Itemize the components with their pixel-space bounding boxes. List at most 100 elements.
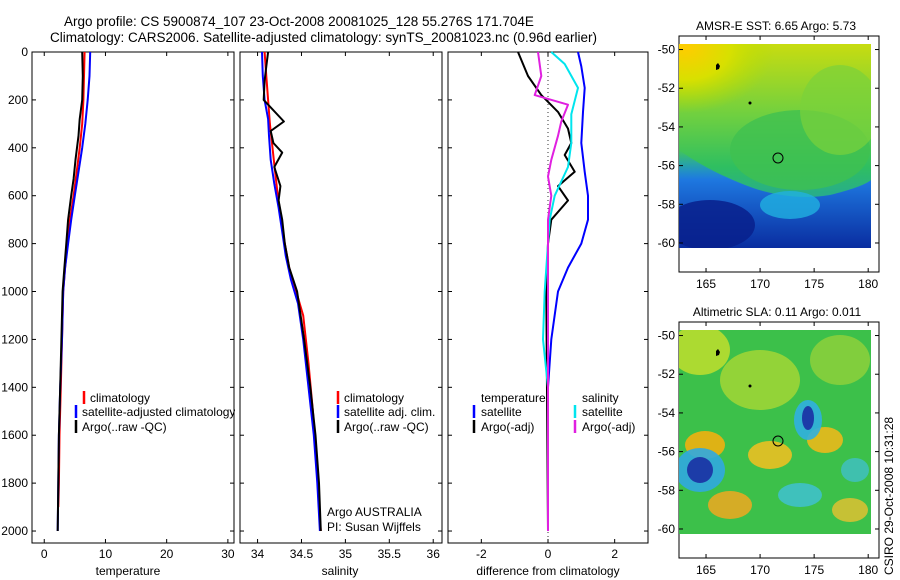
sla-orange-blob — [708, 491, 752, 519]
sla-orange-blob — [832, 498, 868, 522]
depth-tick-label: 1600 — [1, 428, 28, 442]
coast-island — [716, 349, 720, 356]
sst-warm-patch — [679, 44, 790, 135]
difference-series-salinity-argo-adj — [533, 51, 569, 531]
salinity-x-tick-label: 34 — [251, 547, 265, 561]
difference-axis-label: difference from climatology — [476, 564, 619, 578]
sla-map-lat-label: -60 — [658, 522, 676, 536]
legend-label-satellite: satellite-adjusted climatology — [82, 405, 235, 419]
sst-cold-cyan — [760, 191, 820, 219]
temperature-axis-label: temperature — [96, 564, 161, 578]
sla-map-lat-label: -50 — [658, 329, 676, 343]
difference-x-tick-label: 2 — [611, 547, 618, 561]
temperature-legend: climatology satellite-adjusted climatolo… — [74, 391, 235, 434]
temperature-series-argo-raw-qc — [56, 51, 84, 532]
sla-map-lat-label: -52 — [658, 367, 676, 381]
sst-map-lat-label: -54 — [658, 120, 676, 134]
salinity-series-argo-raw-qc — [262, 51, 322, 532]
legend-label-sal-argo: Argo(-adj) — [582, 420, 635, 434]
sst-map-lon-label: 165 — [696, 277, 716, 291]
depth-tick-label: 2000 — [1, 524, 28, 538]
sla-yellow-blob — [679, 330, 730, 375]
legend-label-temp-satellite: satellite — [481, 405, 522, 419]
sla-cyan-blob — [778, 483, 822, 507]
difference-x-tick-label: 0 — [545, 547, 552, 561]
sst-map-lon-label: 180 — [858, 277, 878, 291]
salinity-panel: 34 34.5 35 35.5 36 — [240, 51, 442, 561]
figure-title-line2: Climatology: CARS2006. Satellite-adjuste… — [50, 30, 598, 45]
salinity-x-tick-label: 35.5 — [378, 547, 402, 561]
sst-map-lat-label: -50 — [658, 43, 676, 57]
difference-series-salinity-satellite — [542, 51, 579, 531]
legend-label-argo: Argo(..raw -QC) — [82, 420, 167, 434]
difference-series-temperature-satellite — [547, 51, 589, 531]
depth-tick-label: 1000 — [1, 285, 28, 299]
sla-map: Altimetric SLA: 0.11 Argo: 0.011 — [678, 305, 880, 559]
sst-map-lat-label: -56 — [658, 159, 676, 173]
legend-label-climatology: climatology — [344, 391, 404, 405]
temperature-legend-clip-mask — [235, 400, 239, 420]
sla-map-lon-label: 170 — [750, 563, 770, 577]
temperature-x-tick-label: 10 — [99, 547, 113, 561]
salinity-panel-frame — [239, 51, 443, 544]
salinity-series-satellite-adj-clim — [261, 51, 321, 532]
legend-label-argo: Argo(..raw -QC) — [344, 420, 429, 434]
float-position-marker — [772, 152, 784, 164]
salinity-x-tick-label: 34.5 — [290, 547, 314, 561]
sla-map-lat-label: -54 — [658, 406, 676, 420]
depth-tick-label: 0 — [21, 45, 28, 59]
coast-island — [748, 101, 752, 105]
coast-island — [748, 384, 752, 388]
depth-tick-label: 200 — [8, 93, 28, 107]
depth-tick-label: 800 — [8, 237, 28, 251]
sla-yellow-blob — [720, 350, 800, 410]
legend-header-temperature: temperature — [481, 391, 546, 405]
sla-yellow-blob — [810, 335, 870, 385]
temperature-panel-frame — [31, 51, 235, 544]
depth-tick-label: 1800 — [1, 476, 28, 490]
sst-cold-core — [679, 200, 755, 248]
float-program-label: Argo AUSTRALIA — [327, 505, 422, 519]
sst-map-title: AMSR-E SST: 6.65 Argo: 5.73 — [696, 19, 856, 33]
sst-map: AMSR-E SST: 6.65 Argo: 5.73 — [678, 19, 880, 273]
sst-map-lat-label: -60 — [658, 236, 676, 250]
csiro-timestamp: CSIRO 29-Oct-2008 10:31:28 — [882, 417, 896, 575]
sla-cyan-blob — [841, 458, 869, 482]
salinity-axis-label: salinity — [322, 564, 359, 578]
legend-label-temp-argo: Argo(-adj) — [481, 420, 534, 434]
legend-header-salinity: salinity — [582, 391, 619, 405]
salinity-x-tick-label: 35 — [339, 547, 353, 561]
legend-label-sal-satellite: satellite — [582, 405, 623, 419]
temperature-x-tick-label: 30 — [221, 547, 235, 561]
difference-panel: -2 0 2 — [448, 51, 648, 561]
temperature-x-tick-label: 0 — [41, 547, 48, 561]
sst-map-lat-label: -52 — [658, 81, 676, 95]
figure-title-line1: Argo profile: CS 5900874_107 23-Oct-2008… — [64, 14, 534, 29]
sla-low-core — [802, 406, 814, 430]
sla-map-lon-label: 180 — [858, 563, 878, 577]
sst-green-east — [800, 65, 871, 155]
sst-map-lon-label: 175 — [804, 277, 824, 291]
depth-tick-label: 1400 — [1, 380, 28, 394]
sst-map-lon-label: 170 — [750, 277, 770, 291]
difference-legend: temperature salinity satellite Argo(-adj… — [472, 391, 635, 434]
depth-tick-label: 400 — [8, 141, 28, 155]
sla-map-lon-label: 165 — [696, 563, 716, 577]
sla-orange-blob — [748, 441, 792, 469]
coast-island — [716, 63, 720, 70]
depth-tick-label: 600 — [8, 189, 28, 203]
salinity-x-tick-label: 36 — [427, 547, 441, 561]
float-position-marker — [772, 435, 784, 447]
salinity-legend: climatology satellite adj. clim. Argo(..… — [327, 391, 435, 534]
temperature-x-tick-label: 20 — [160, 547, 174, 561]
sla-map-title: Altimetric SLA: 0.11 Argo: 0.011 — [693, 305, 862, 319]
float-pi-label: PI: Susan Wijffels — [327, 520, 421, 534]
legend-label-climatology: climatology — [90, 391, 150, 405]
sla-low-core — [687, 457, 713, 483]
sla-map-lat-label: -58 — [658, 483, 676, 497]
map-axes: 165 170 175 180 -50 -52 -54 -56 -58 -60 165 170 175 1… — [658, 36, 879, 577]
legend-label-satellite: satellite adj. clim. — [344, 405, 435, 419]
sst-map-lat-label: -58 — [658, 197, 676, 211]
sla-map-lon-label: 175 — [804, 563, 824, 577]
